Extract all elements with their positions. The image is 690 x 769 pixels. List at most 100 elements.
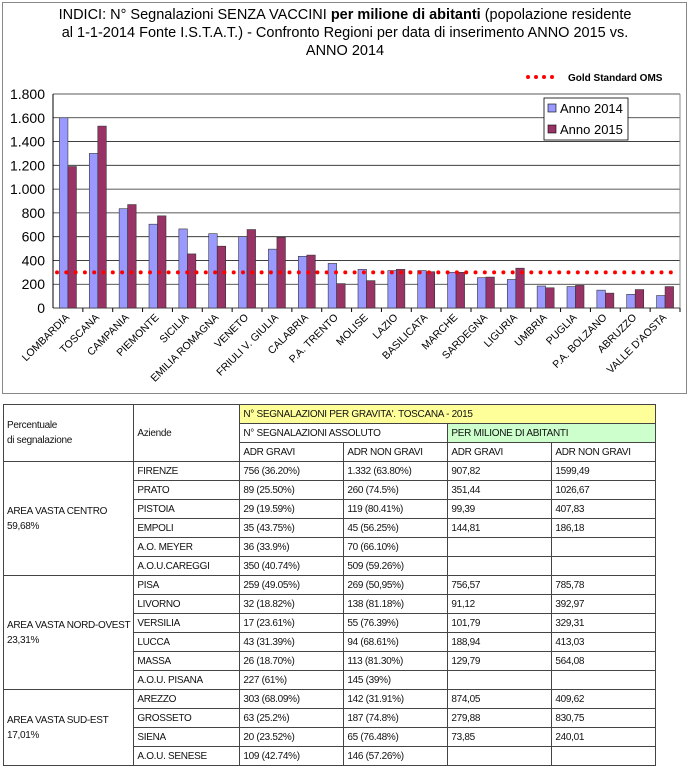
adr-non-gravi-per-milione-cell: 1599,49	[551, 461, 657, 481]
gold-standard-dot	[445, 270, 450, 275]
gold-standard-dot	[389, 270, 394, 275]
azienda-cell: A.O. MEYER	[133, 537, 241, 557]
azienda-cell: PISTOIA	[133, 499, 241, 519]
legend-gold-standard-marker	[534, 75, 538, 79]
bar-2014	[268, 248, 278, 309]
x-tick-label: LIGURIA	[482, 312, 520, 350]
y-tick-label: 1.800	[10, 86, 45, 102]
adr-gravi-cell: 89 (25.50%)	[239, 480, 345, 500]
table-row: SIENA 20 (23.52%) 65 (76.48%) 73,85 240,01	[4, 727, 657, 747]
area-name: AREA VASTA NORD-OVEST	[7, 619, 131, 631]
gold-standard-dot	[659, 270, 664, 275]
adr-gravi-per-milione-cell: 188,94	[447, 632, 553, 652]
azienda-cell: GROSSETO	[133, 708, 241, 728]
gold-standard-dot	[417, 270, 422, 275]
adr-gravi-per-milione-cell: 874,05	[447, 689, 553, 709]
area-percent: 17,01%	[7, 729, 40, 741]
gold-standard-dot	[64, 270, 69, 275]
bar-2015	[306, 254, 316, 309]
adr-gravi-per-milione-cell: 279,88	[447, 708, 553, 728]
gold-standard-dot	[361, 270, 366, 275]
title-line1: INDICI: N° Segnalazioni SENZA VACCINI	[58, 7, 331, 23]
header-adr-non-gravi: ADR NON GRAVI	[343, 442, 449, 462]
chart-frame	[2, 2, 687, 394]
adr-gravi-per-milione-cell: 91,12	[447, 594, 553, 614]
adr-gravi-cell: 109 (42.74%)	[239, 746, 345, 766]
gold-standard-dot	[547, 270, 552, 275]
adr-non-gravi-per-milione-cell	[551, 746, 657, 766]
adr-gravi-per-milione-cell: 907,82	[447, 461, 553, 481]
legend-swatch	[547, 124, 557, 134]
gold-standard-dot	[380, 270, 385, 275]
adr-gravi-per-milione-cell: 351,44	[447, 480, 553, 500]
gold-standard-dot	[110, 270, 115, 275]
gold-standard-dot	[585, 270, 590, 275]
adr-gravi-per-milione-cell: 73,85	[447, 727, 553, 747]
bar-2015	[575, 285, 585, 309]
adr-gravi-cell: 63 (25.2%)	[239, 708, 345, 728]
azienda-cell: FIRENZE	[133, 461, 241, 481]
bar-2015	[366, 280, 376, 309]
gold-standard-dot	[594, 270, 599, 275]
x-tick-label: MOLISE	[334, 312, 371, 349]
azienda-cell: PISA	[133, 575, 241, 595]
table-row: A.O.U.CAREGGI 350 (40.74%) 509 (59.26%)	[4, 556, 657, 576]
adr-gravi-per-milione-cell	[447, 556, 553, 576]
adr-non-gravi-cell: 55 (76.39%)	[343, 613, 449, 633]
adr-non-gravi-cell: 142 (31.91%)	[343, 689, 449, 709]
adr-non-gravi-cell: 138 (81.18%)	[343, 594, 449, 614]
title-line1-end: (popolazione residente	[480, 7, 632, 23]
gold-standard-dot	[566, 270, 571, 275]
adr-non-gravi-cell: 113 (81.30%)	[343, 651, 449, 671]
bar-2014	[596, 289, 606, 309]
gold-standard-dot	[557, 270, 562, 275]
bar-2014	[626, 294, 636, 309]
y-tick-label: 400	[22, 252, 46, 268]
adr-non-gravi-cell: 146 (57.26%)	[343, 746, 449, 766]
adr-non-gravi-per-milione-cell: 407,83	[551, 499, 657, 519]
gold-standard-dot	[501, 270, 506, 275]
adr-gravi-cell: 20 (23.52%)	[239, 727, 345, 747]
gold-standard-dot	[352, 270, 357, 275]
gold-standard-dot	[82, 270, 87, 275]
adr-gravi-cell: 43 (31.39%)	[239, 632, 345, 652]
bar-chart: 0 200 400 600 800 1.000 1.200 1.400 1.600 1.800 LO…	[10, 73, 681, 384]
gold-standard-dot	[371, 270, 376, 275]
legend-gold-standard-marker	[542, 75, 546, 79]
azienda-cell: A.O.U. SENESE	[133, 746, 241, 766]
legend-gold-standard-marker	[526, 75, 530, 79]
adr-gravi-per-milione-cell: 129,79	[447, 651, 553, 671]
adr-non-gravi-cell: 145 (39%)	[343, 670, 449, 690]
gold-standard-dot	[343, 270, 348, 275]
area-cell: AREA VASTA CENTRO 59,68%	[2, 461, 135, 576]
gold-standard-dot	[287, 270, 292, 275]
gold-standard-dot	[306, 270, 311, 275]
gold-standard-dot	[603, 270, 608, 275]
azienda-cell: SIENA	[133, 727, 241, 747]
adr-gravi-per-milione-cell	[447, 670, 553, 690]
gold-standard-dot	[575, 270, 580, 275]
gold-standard-dot	[92, 270, 97, 275]
adr-non-gravi-per-milione-cell: 785,78	[551, 575, 657, 595]
y-tick-label: 1.600	[10, 110, 45, 126]
adr-gravi-per-milione-cell: 756,57	[447, 575, 553, 595]
adr-gravi-per-milione-cell	[447, 746, 553, 766]
adr-non-gravi-per-milione-cell	[551, 556, 657, 576]
data-table: Percentuale di segnalazione Aziende N° S…	[2, 404, 657, 766]
bar-2014	[327, 263, 337, 309]
azienda-cell: EMPOLI	[133, 518, 241, 538]
bar-2015	[157, 215, 167, 309]
legend-box	[543, 97, 629, 141]
azienda-cell: VERSILIA	[133, 613, 241, 633]
header-adr-non-gravi-pm: ADR NON GRAVI	[551, 442, 657, 462]
gold-standard-dot	[334, 270, 338, 275]
gold-standard-dot	[222, 270, 227, 275]
bar-2015	[545, 287, 555, 309]
bar-2015	[425, 271, 436, 309]
gold-standard-dot	[296, 270, 301, 275]
bar-2014	[566, 286, 576, 309]
title-line2: al 1-1-2014 Fonte I.S.T.A.T.) - Confront…	[61, 25, 629, 41]
header-adr-gravi: ADR GRAVI	[239, 442, 345, 462]
gold-standard-dot	[631, 270, 636, 275]
gold-standard-dot	[241, 270, 245, 275]
